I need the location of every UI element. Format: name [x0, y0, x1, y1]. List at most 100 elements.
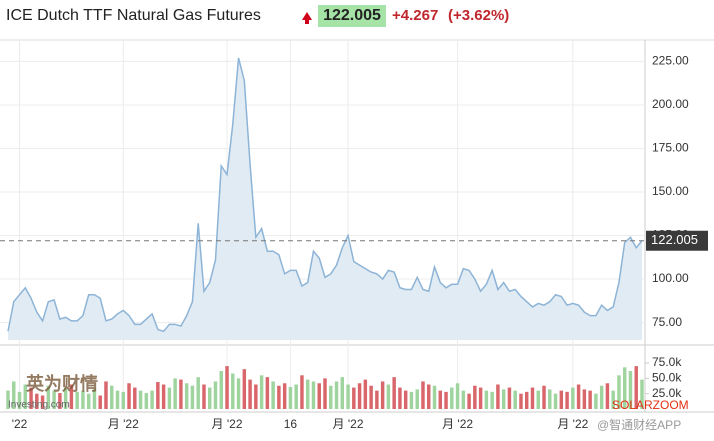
volume-bar — [311, 381, 316, 409]
volume-tick-label: 50.0k — [652, 371, 682, 385]
volume-bar — [277, 385, 281, 409]
volume-bar — [69, 384, 74, 409]
x-tick-label: 月 '22 — [212, 417, 243, 431]
volume-bar — [513, 390, 517, 409]
volume-bar — [421, 381, 425, 409]
volume-bar — [605, 383, 610, 409]
volume-bar — [254, 384, 258, 409]
y-tick-label: 75.00 — [652, 315, 682, 329]
volume-bar — [75, 391, 79, 409]
volume-tick-label: 25.0k — [652, 386, 682, 400]
price: 122.005 — [323, 7, 381, 24]
volume-tick-label: 75.0k — [652, 355, 682, 369]
volume-bar — [634, 366, 638, 409]
x-tick-label: '22 — [12, 417, 28, 431]
volume-bar — [167, 387, 172, 409]
volume-bar — [536, 390, 540, 409]
volume-bar — [63, 387, 68, 409]
volume-bar — [519, 393, 523, 409]
volume-bar — [190, 385, 195, 409]
volume-bar — [576, 384, 581, 409]
volume-bar — [340, 377, 345, 409]
volume-bar — [438, 390, 443, 409]
volume-bar — [294, 384, 298, 409]
volume-bar — [357, 383, 362, 409]
volume-bar — [248, 379, 252, 409]
volume-bar — [444, 391, 448, 409]
volume-bar — [127, 383, 131, 409]
volume-bar — [115, 390, 120, 409]
volume-bar — [490, 391, 494, 409]
volume-bar — [271, 381, 275, 409]
area-fill — [8, 57, 642, 340]
x-tick-label: 16 — [284, 417, 298, 431]
watermark: 英为财情 — [25, 373, 98, 394]
volume-bar — [478, 387, 483, 409]
volume-bar — [594, 393, 598, 409]
volume-bar — [317, 383, 321, 409]
volume-bar — [236, 378, 241, 409]
volume-bar — [582, 389, 587, 409]
volume-bar — [427, 384, 431, 409]
volume-bar — [599, 385, 604, 409]
volume-bar — [58, 393, 62, 409]
y-tick-label: 200.00 — [652, 97, 689, 111]
x-tick-label: 月 '22 — [333, 417, 364, 431]
price-badge — [318, 5, 386, 27]
volume-bar — [52, 390, 56, 409]
volume-bar — [40, 395, 45, 409]
volume-bar — [352, 387, 356, 409]
current-price-label: 122.005 — [651, 232, 698, 247]
volume-bar — [450, 387, 454, 409]
volume-bar — [184, 383, 189, 409]
y-tick-label: 100.00 — [652, 271, 689, 285]
up-arrow — [302, 12, 312, 24]
volume-bar — [225, 366, 229, 409]
volume-bar — [46, 385, 51, 409]
volume-bar — [640, 379, 644, 409]
volume-bar — [12, 381, 16, 409]
change-pct: (+3.62%) — [448, 7, 509, 24]
volume-bar — [611, 390, 615, 409]
price-line — [7, 57, 643, 333]
volume-bar — [121, 391, 126, 409]
volume-bar — [571, 387, 575, 409]
volume-bar — [542, 385, 546, 409]
volume-bar — [622, 367, 627, 409]
volume-bar — [553, 393, 558, 409]
volume-bar — [161, 384, 166, 409]
volume-bar — [473, 385, 477, 409]
volume-bar — [484, 390, 489, 409]
volume-bar — [202, 384, 206, 409]
volume-bar — [530, 387, 535, 409]
volume-bar — [403, 390, 408, 409]
x-tick-label: 月 '22 — [442, 417, 473, 431]
volume-bar — [6, 390, 10, 409]
current-price-box — [646, 230, 708, 251]
volume-bar — [219, 371, 223, 409]
volume-bar — [196, 377, 200, 409]
volume-bar — [565, 391, 569, 409]
volume-bar — [265, 377, 270, 409]
volume-bar — [133, 387, 137, 409]
volume-bar — [346, 384, 350, 409]
volume-bar — [259, 375, 264, 409]
volume-bar — [559, 390, 564, 409]
volume-bar — [588, 390, 592, 409]
volume-bar — [179, 379, 183, 409]
volume-bar — [380, 381, 385, 409]
volume-bar — [86, 393, 91, 409]
volume-bar — [213, 381, 218, 409]
volume-bar — [35, 393, 39, 409]
volume-bar — [29, 387, 33, 409]
volume-bar — [144, 393, 149, 409]
y-tick-label: 175.00 — [652, 141, 689, 155]
volume-bar — [369, 385, 373, 409]
y-tick-label: 150.00 — [652, 184, 689, 198]
volume-bar — [17, 391, 22, 409]
volume-bar — [548, 389, 552, 409]
volume-bar — [104, 381, 108, 409]
volume-bar — [305, 379, 310, 409]
watermark: SOLARZOOM — [612, 398, 689, 412]
